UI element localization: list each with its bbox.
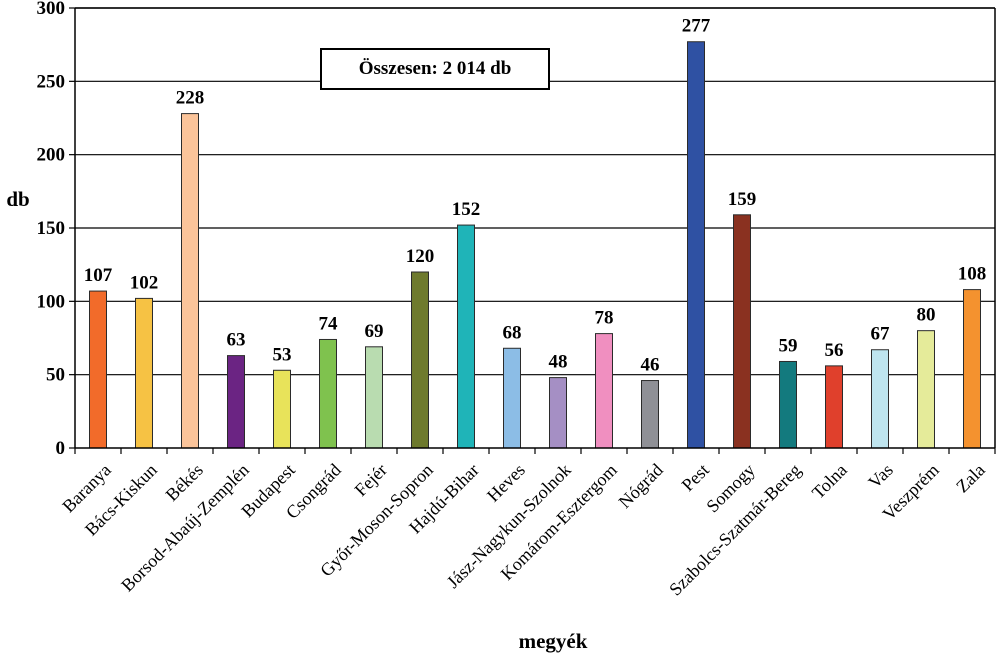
data-label: 159 (728, 189, 757, 210)
x-axis-title: megyék (519, 629, 588, 653)
bar (963, 289, 981, 449)
data-label: 67 (871, 324, 891, 345)
bar (457, 224, 475, 449)
category-label: Nógrád (615, 460, 667, 512)
bar (779, 360, 797, 449)
data-label: 74 (319, 313, 339, 334)
category-label: Pest (678, 460, 713, 495)
total-annotation: Összesen: 2 014 db (320, 48, 550, 90)
y-tick-labels: 0 50 100 150 200 250 300 (37, 0, 75, 459)
data-label: 152 (452, 199, 481, 220)
data-label: 108 (958, 264, 987, 285)
data-label: 102 (130, 272, 159, 293)
bar (227, 355, 245, 449)
bar (273, 369, 291, 449)
y-axis-title: db (6, 187, 29, 211)
data-label: 48 (549, 352, 568, 373)
y-tick-label: 300 (37, 0, 66, 19)
category-label: Zala (952, 460, 989, 497)
bar (825, 365, 843, 449)
bar (411, 271, 429, 449)
bar (733, 214, 751, 449)
y-tick-label: 50 (46, 365, 65, 386)
category-label: Tolna (808, 460, 851, 503)
bar (89, 290, 107, 449)
data-label: 56 (825, 340, 844, 361)
data-label: 69 (365, 321, 384, 342)
bars (89, 41, 981, 449)
bar (595, 333, 613, 449)
data-label: 46 (641, 355, 660, 376)
data-label: 80 (917, 305, 936, 326)
data-label: 53 (273, 344, 292, 365)
y-tick-label: 250 (37, 71, 66, 92)
data-label: 63 (227, 330, 246, 351)
data-label: 107 (84, 265, 113, 286)
bar (641, 380, 659, 449)
y-tick-label: 100 (37, 291, 66, 312)
data-label: 78 (595, 308, 614, 329)
bar (503, 347, 521, 449)
y-tick-label: 150 (37, 218, 66, 239)
category-label: Fejér (351, 460, 391, 500)
bar (917, 330, 935, 449)
bar (365, 346, 383, 449)
data-label: 120 (406, 246, 435, 267)
bar (687, 41, 705, 449)
bar (319, 338, 337, 449)
category-label: Vas (864, 460, 897, 493)
data-label: 277 (682, 16, 711, 37)
bar (871, 349, 889, 449)
value-labels: 107 102 228 63 53 74 69 120 152 68 48 78 46 277 159 59 5… (84, 16, 987, 376)
y-tick-label: 0 (56, 438, 66, 459)
y-tick-label: 200 (37, 145, 66, 166)
data-label: 228 (176, 88, 205, 109)
data-label: 68 (503, 322, 522, 343)
bar (135, 297, 153, 449)
bar (549, 377, 567, 449)
bar (181, 113, 199, 449)
data-label: 59 (779, 335, 798, 356)
